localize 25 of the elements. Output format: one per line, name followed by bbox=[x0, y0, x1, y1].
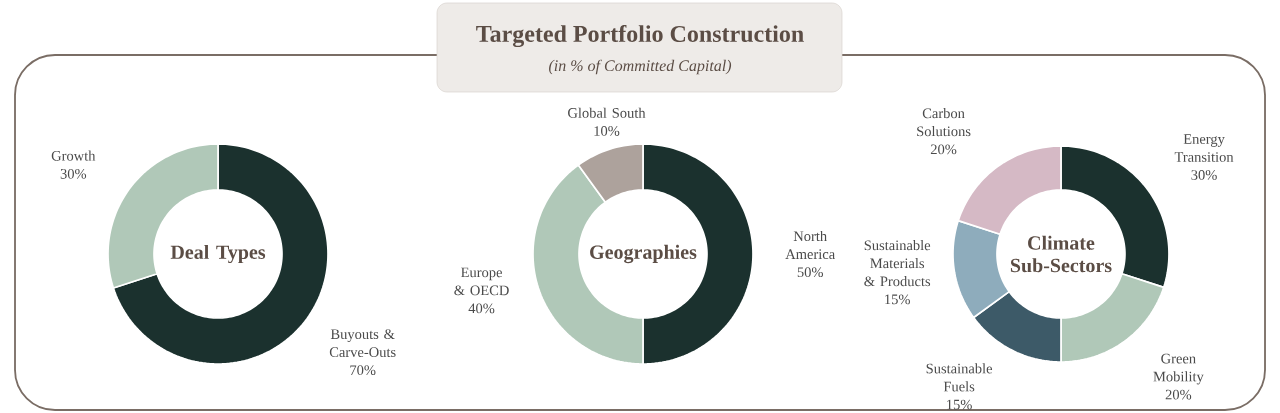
slice-label: Green Mobility bbox=[1153, 353, 1204, 385]
data-label: 40% bbox=[468, 303, 495, 314]
data-label: 20% bbox=[930, 144, 957, 155]
slice-label: Europe & OECD bbox=[454, 267, 509, 296]
data-label: 50% bbox=[797, 267, 823, 278]
slice-label: North America bbox=[785, 230, 835, 260]
data-label: 10% bbox=[594, 126, 620, 136]
data-label: 30% bbox=[1191, 170, 1217, 180]
text: Climate Sub-Sectors bbox=[1010, 235, 1112, 273]
data-label: 15% bbox=[885, 294, 910, 305]
text: Targeted Portfolio Construction bbox=[476, 24, 804, 48]
data-label: 30% bbox=[60, 168, 87, 179]
slice-label: Energy Transition bbox=[1174, 134, 1234, 162]
slice-label: Growth bbox=[51, 150, 96, 161]
slice-label: Sustainable Fuels bbox=[926, 363, 993, 392]
text: (in % of Committed Capital) bbox=[549, 59, 732, 75]
data-label: 70% bbox=[350, 365, 376, 376]
slice-label: Global South bbox=[568, 107, 646, 118]
text: Deal Types bbox=[170, 244, 266, 264]
data-label: 20% bbox=[1165, 389, 1192, 400]
text: Geographies bbox=[590, 244, 697, 264]
slice-label: Carbon Solutions bbox=[917, 108, 971, 137]
slice-label: Buyouts & Carve-Outs bbox=[329, 329, 396, 358]
data-label: 15% bbox=[947, 399, 972, 410]
slice-label: Sustainable Materials & Products bbox=[864, 240, 931, 287]
